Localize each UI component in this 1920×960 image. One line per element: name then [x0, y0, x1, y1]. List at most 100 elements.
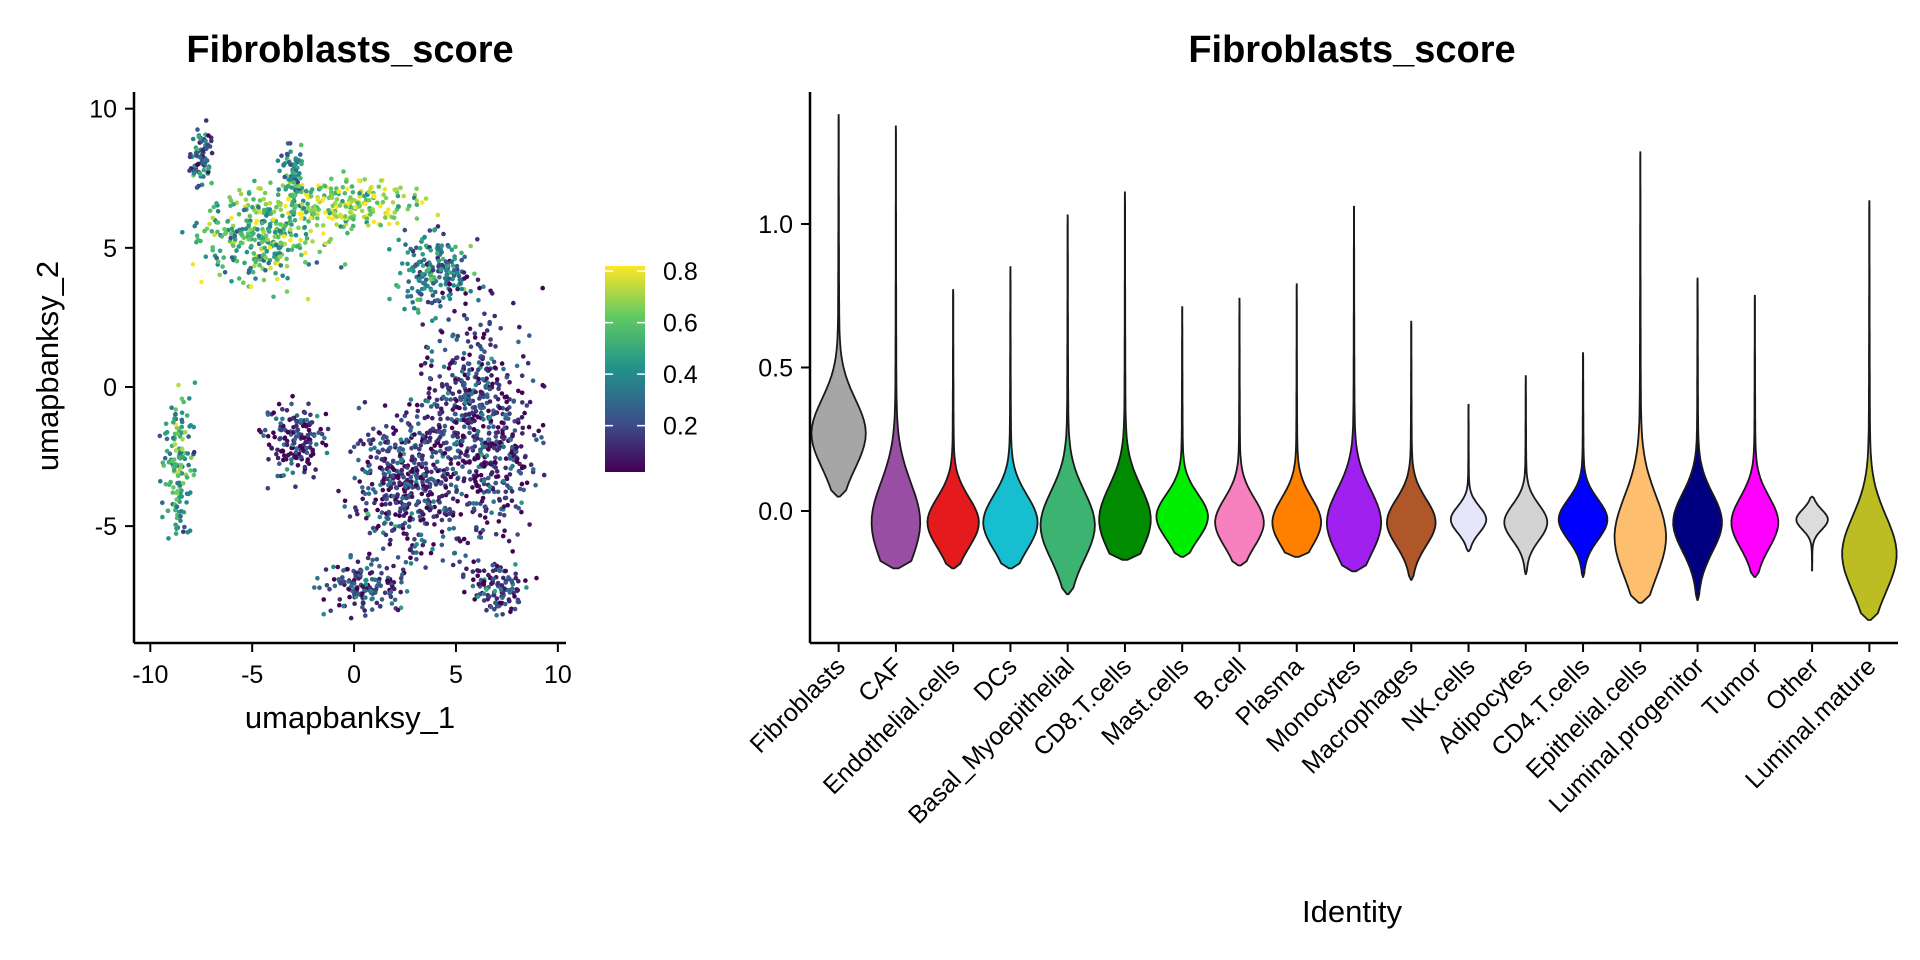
umap-point	[332, 210, 337, 216]
umap-point	[481, 598, 487, 603]
umap-point	[373, 587, 379, 592]
umap-point	[217, 272, 222, 278]
umap-point	[203, 118, 209, 123]
umap-point	[323, 442, 329, 448]
umap-point	[453, 470, 459, 476]
umap-point	[252, 237, 258, 243]
umap-point	[403, 242, 408, 247]
umap-point	[451, 267, 457, 273]
umap-point	[199, 279, 204, 285]
umap-point	[501, 444, 506, 450]
umap-point	[516, 388, 521, 394]
umap-point	[203, 254, 209, 259]
umap-point	[414, 557, 419, 562]
umap-point	[507, 472, 513, 477]
umap-point	[209, 138, 214, 144]
umap-point	[420, 479, 425, 485]
umap-point	[513, 562, 518, 567]
umap-point	[492, 607, 497, 612]
umap-point	[338, 265, 344, 270]
umap-point	[478, 437, 484, 443]
umap-point	[471, 434, 476, 439]
umap-point	[417, 290, 423, 296]
umap-point	[499, 420, 505, 425]
umap-point	[174, 526, 179, 532]
umap-point	[414, 468, 420, 473]
umap-point	[447, 526, 452, 532]
umap-point	[331, 564, 336, 570]
umap-point	[163, 431, 168, 436]
umap-point	[443, 485, 449, 490]
umap-point	[315, 212, 320, 217]
colorbar-legend: 0.2 0.4 0.6 0.8	[605, 258, 698, 472]
umap-point	[184, 413, 190, 418]
umap-point	[367, 530, 373, 536]
umap-point	[428, 446, 434, 452]
umap-point	[258, 429, 264, 435]
umap-point	[191, 171, 197, 176]
umap-point	[231, 202, 236, 207]
umap-point	[290, 470, 296, 476]
umap-point	[363, 201, 368, 207]
umap-point	[519, 390, 525, 396]
umap-point	[360, 496, 366, 502]
umap-point	[311, 211, 317, 217]
umap-point	[501, 436, 507, 442]
umap-point	[486, 447, 491, 452]
umap-point	[370, 557, 375, 563]
umap-point	[463, 400, 468, 406]
umap-point	[172, 442, 178, 447]
umap-point	[449, 259, 454, 265]
umap-point	[396, 204, 401, 209]
umap-point	[494, 596, 500, 601]
umap-point	[245, 231, 251, 236]
umap-point	[295, 463, 301, 468]
umap-point	[322, 435, 327, 441]
umap-point	[483, 385, 489, 390]
umap-point	[259, 221, 265, 226]
umap-point	[401, 503, 407, 508]
umap-point	[497, 567, 502, 572]
umap-point	[429, 358, 435, 364]
umap-point	[368, 454, 374, 460]
umap-point	[441, 295, 446, 301]
umap-point	[210, 215, 216, 221]
umap-point	[414, 216, 420, 221]
umap-point	[353, 505, 358, 510]
umap-point	[182, 524, 187, 530]
umap-point	[460, 464, 465, 469]
umap-point	[288, 149, 293, 154]
umap-point	[492, 365, 498, 371]
umap-point	[296, 184, 302, 189]
umap-point	[378, 441, 383, 446]
umap-point	[272, 434, 278, 440]
umap-point	[420, 322, 426, 327]
umap-point	[358, 573, 363, 579]
umap-point	[291, 210, 297, 215]
umap-point	[372, 445, 377, 451]
umap-point	[476, 297, 481, 303]
umap-point	[271, 209, 277, 215]
umap-point	[510, 444, 515, 450]
umap-point	[231, 243, 236, 248]
umap-point	[487, 484, 493, 490]
umap-point	[308, 440, 313, 446]
umap-point	[257, 209, 263, 215]
umap-point	[442, 347, 448, 353]
umap-point	[519, 500, 524, 506]
umap-point	[366, 189, 372, 195]
umap-point	[410, 300, 416, 305]
umap-point	[342, 504, 348, 509]
umap-point	[493, 465, 499, 470]
umap-point	[387, 296, 392, 302]
umap-point	[480, 527, 486, 533]
umap-point	[438, 406, 444, 412]
umap-point	[435, 251, 440, 256]
umap-point	[381, 480, 386, 486]
umap-point	[334, 197, 340, 202]
umap-point	[482, 460, 487, 465]
umap-point	[429, 318, 435, 324]
umap-point	[200, 148, 206, 154]
umap-point	[428, 550, 434, 556]
colorbar-tick-label: 0.2	[663, 413, 698, 441]
